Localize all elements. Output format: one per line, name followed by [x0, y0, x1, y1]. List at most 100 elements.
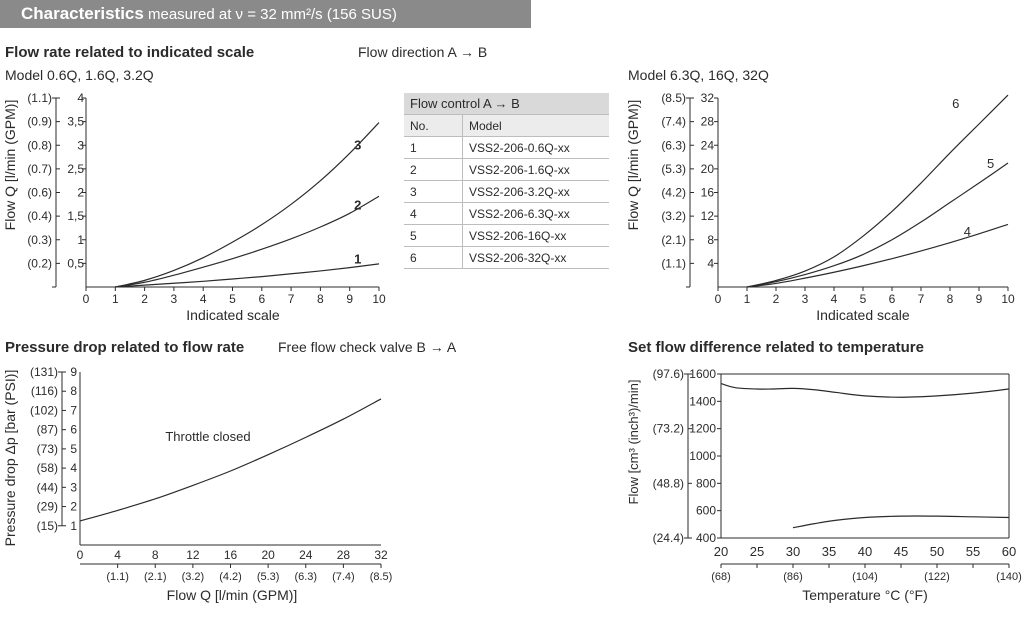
y-tick-alt-label: (0.7)	[27, 162, 52, 176]
x-tick-label: 20	[261, 548, 275, 562]
x-tick-label: 2	[141, 292, 148, 306]
y-tick-alt-label: (6.3)	[661, 138, 686, 152]
x-tick-alt-label: (3.2)	[182, 571, 205, 583]
x-tick-label: 0	[77, 548, 84, 562]
y-tick-alt-label: (15)	[37, 519, 58, 533]
x-tick-label: 30	[786, 544, 800, 559]
y-tick-label: 7	[70, 403, 77, 417]
y-tick-alt-label: (0.6)	[27, 186, 52, 200]
x-tick-label: 45	[894, 544, 908, 559]
x-tick-label: 28	[337, 548, 351, 562]
y-tick-label: 16	[701, 186, 715, 200]
x-tick-alt-label: (68)	[711, 571, 731, 583]
pressure-section-title: Pressure drop related to flow rate	[5, 339, 245, 356]
y-tick-alt-label: (73)	[37, 442, 58, 456]
x-tick-label: 2	[773, 292, 780, 306]
x-tick-label: 35	[822, 544, 836, 559]
model-table: Flow control A → B No. Model 1 VSS2-206-0…	[404, 93, 609, 269]
pressure-curve	[79, 398, 382, 522]
pressure-section-subtitle: Free flow check valve B → A	[278, 339, 457, 355]
x-tick-label: 3	[171, 292, 178, 306]
flow-section-title: Flow rate related to indicated scale	[5, 44, 255, 61]
series-label-2: 2	[354, 197, 361, 212]
section-header: Characteristics measured at ν = 32 mm²/s…	[0, 0, 531, 28]
x-tick-alt-label: (122)	[924, 571, 950, 583]
table-header-no: No.	[404, 114, 463, 137]
x-tick-label: 8	[152, 548, 159, 562]
table-cell: VSS2-206-6.3Q-xx	[462, 202, 609, 225]
x-axis-label: Indicated scale	[816, 307, 910, 323]
y-axis-label: Flow Q [l/min (GPM)]	[625, 100, 641, 231]
x-tick-label: 20	[714, 544, 728, 559]
series-label-3: 3	[354, 137, 361, 152]
y-tick-alt-label: (0.3)	[27, 233, 52, 247]
y-tick-label: 24	[701, 138, 715, 152]
y-tick-label: 20	[701, 162, 715, 176]
series-label-6: 6	[952, 96, 959, 111]
x-tick-label: 55	[966, 544, 980, 559]
x-tick-label: 0	[83, 292, 90, 306]
x-tick-label: 10	[1001, 292, 1015, 306]
x-tick-label: 50	[930, 544, 944, 559]
table-cell: VSS2-206-32Q-xx	[462, 246, 609, 269]
x-tick-label: 16	[224, 548, 238, 562]
x-tick-label: 4	[114, 548, 121, 562]
temp-curve-1	[720, 382, 1010, 398]
x-tick-label: 6	[889, 292, 896, 306]
y-tick-alt-label: (58)	[37, 461, 58, 475]
x-tick-label: 40	[858, 544, 872, 559]
x-tick-label: 7	[288, 292, 295, 306]
table-row: 3 VSS2-206-3.2Q-xx	[404, 180, 609, 203]
y-tick-label: 2	[70, 500, 77, 514]
y-tick-label: 9	[70, 365, 77, 379]
table-cell: 1	[404, 136, 463, 159]
series-line-6	[746, 94, 1009, 288]
x-tick-label: 3	[802, 292, 809, 306]
table-cell: 6	[404, 246, 463, 269]
series-line-1	[115, 263, 380, 288]
x-tick-label: 9	[346, 292, 353, 306]
table-cell: VSS2-206-16Q-xx	[462, 224, 609, 247]
y-tick-alt-label: (7.4)	[661, 115, 686, 129]
x-tick-alt-label: (86)	[783, 571, 803, 583]
y-tick-alt-label: (0.9)	[27, 115, 52, 129]
y-tick-alt-label: (3.2)	[661, 209, 686, 223]
x-tick-alt-label: (1.1)	[106, 571, 129, 583]
x-axis-label: Indicated scale	[186, 307, 280, 323]
y-tick-alt-label: (5.3)	[661, 162, 686, 176]
x-tick-label: 32	[374, 548, 388, 562]
y-tick-label: 1000	[689, 449, 716, 463]
x-axis-label: Flow Q [l/min (GPM)]	[167, 587, 298, 603]
y-tick-alt-label: (48.8)	[653, 476, 684, 490]
x-tick-label: 1	[112, 292, 119, 306]
x-tick-alt-label: (6.3)	[294, 571, 317, 583]
x-tick-label: 24	[299, 548, 313, 562]
y-axis-label: Flow [cm³ (inch³)/min]	[626, 380, 641, 505]
y-tick-label: 1200	[689, 422, 716, 436]
y-tick-alt-label: (0.2)	[27, 256, 52, 270]
x-tick-label: 10	[372, 292, 386, 306]
x-tick-label: 1	[744, 292, 751, 306]
y-tick-label: 1600	[689, 367, 716, 381]
x-tick-label: 6	[258, 292, 265, 306]
table-row: 6 VSS2-206-32Q-xx	[404, 246, 609, 269]
x-tick-label: 7	[918, 292, 925, 306]
annotation-label: Throttle closed	[165, 429, 250, 444]
x-tick-label: 25	[750, 544, 764, 559]
y-tick-label: 12	[701, 209, 715, 223]
y-tick-label: 8	[707, 233, 714, 247]
x-tick-alt-label: (104)	[852, 571, 878, 583]
y-tick-label: 1400	[689, 394, 716, 408]
x-tick-label: 5	[229, 292, 236, 306]
x-tick-label: 12	[186, 548, 200, 562]
y-tick-label: 400	[696, 531, 716, 545]
x-tick-label: 60	[1002, 544, 1016, 559]
x-tick-label: 8	[317, 292, 324, 306]
y-tick-label: 0,5	[67, 256, 84, 270]
series-line-2	[115, 195, 380, 288]
y-tick-label: 3,5	[67, 115, 84, 129]
series-label-5: 5	[987, 156, 994, 171]
y-tick-label: 5	[70, 442, 77, 456]
table-cell: 3	[404, 180, 463, 203]
y-axis-label: Flow Q [l/min (GPM)]	[2, 100, 18, 231]
